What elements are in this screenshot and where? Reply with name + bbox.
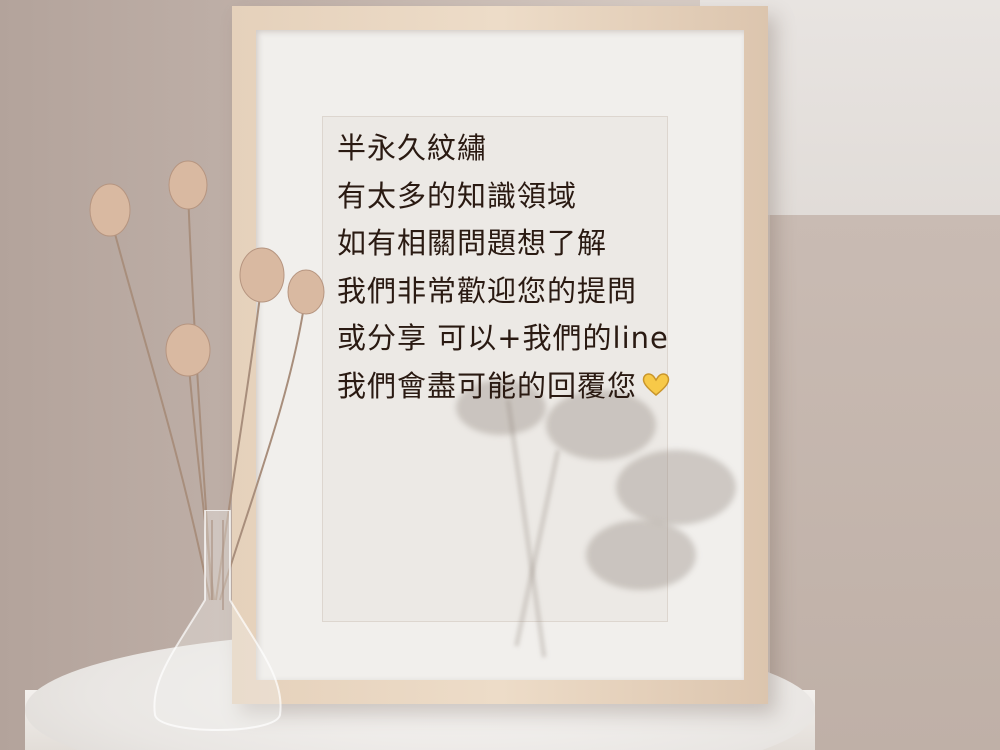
note-line-6-wrap: 我們會盡可能的回覆您	[337, 363, 777, 412]
seed-pod	[239, 247, 285, 303]
plant-shadow-leaf	[616, 450, 736, 525]
plant-shadow-leaf	[456, 380, 546, 435]
note-line-2: 有太多的知識領域	[337, 178, 578, 213]
picture-frame	[232, 6, 768, 704]
wall-shadow	[770, 215, 1000, 750]
frame-paper	[256, 30, 744, 680]
handwritten-note: 半永久紋繡 有太多的知識領域 如有相關問題想了解 我們非常歡迎您的提問 或分享 …	[337, 125, 777, 411]
seed-pod	[89, 183, 131, 237]
note-line-1: 半永久紋繡	[337, 131, 488, 165]
seed-pod	[168, 160, 208, 210]
glass-vase	[153, 510, 282, 731]
note-line-4: 我們非常歡迎您的提問	[337, 273, 638, 308]
seed-pod	[165, 323, 211, 377]
note-line-3: 如有相關問題想了解	[337, 226, 608, 260]
heart-hands-icon	[641, 364, 671, 412]
seed-pod	[287, 269, 325, 315]
plant-shadow-leaf	[586, 520, 696, 590]
note-line-6: 我們會盡可能的回覆您	[337, 368, 638, 403]
plant-shadow-leaf	[546, 390, 656, 460]
frame-mat	[322, 116, 668, 622]
note-line-5: 或分享 可以+我們的line	[337, 321, 669, 355]
